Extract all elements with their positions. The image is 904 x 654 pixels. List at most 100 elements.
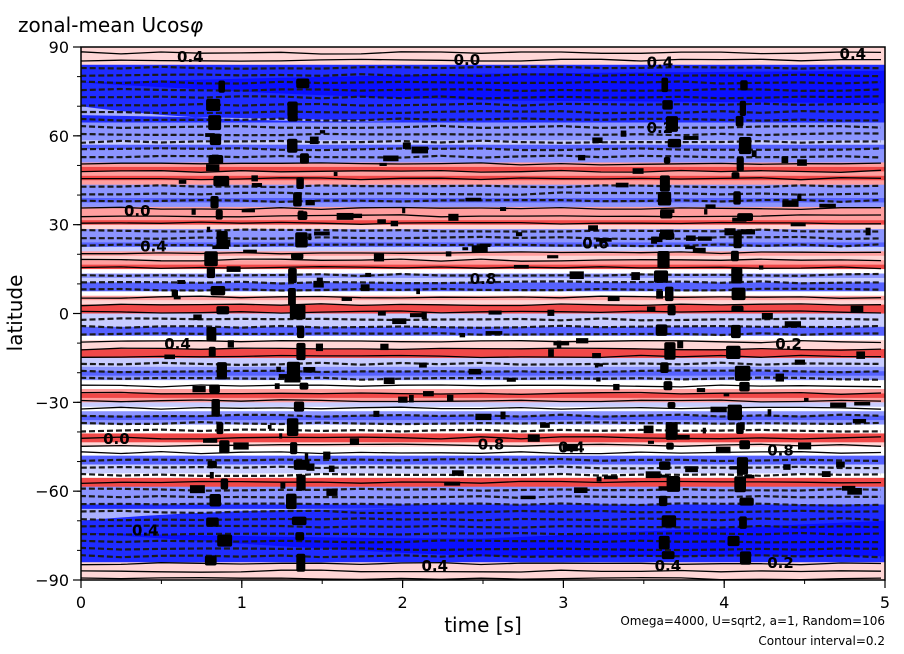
contour-label: 0.4 bbox=[132, 522, 159, 540]
burst-block bbox=[296, 474, 306, 491]
x-tick-label: 5 bbox=[880, 593, 890, 612]
burst-block bbox=[661, 551, 675, 560]
burst-dash bbox=[409, 313, 424, 318]
shaded-band bbox=[81, 535, 885, 541]
contour-line bbox=[81, 206, 881, 211]
burst-block bbox=[206, 327, 217, 342]
burst-dash bbox=[365, 272, 372, 277]
shaded-band bbox=[81, 491, 885, 497]
burst-block bbox=[739, 551, 752, 565]
burst-dash bbox=[500, 207, 507, 211]
burst-dash bbox=[315, 343, 324, 352]
contour-label: 0.4 bbox=[164, 335, 191, 353]
shaded-band bbox=[81, 260, 885, 266]
shaded-band bbox=[81, 171, 885, 177]
burst-block bbox=[288, 268, 297, 284]
burst-dash bbox=[349, 438, 360, 445]
burst-block bbox=[291, 253, 304, 260]
contour-line bbox=[81, 531, 882, 536]
burst-block bbox=[295, 532, 305, 541]
burst-dash bbox=[278, 374, 289, 379]
burst-dash bbox=[592, 137, 603, 144]
shaded-band bbox=[81, 500, 885, 506]
burst-dash bbox=[305, 199, 315, 206]
burst-dash bbox=[620, 130, 627, 137]
burst-dash bbox=[444, 481, 461, 486]
burst-block bbox=[288, 288, 296, 306]
shaded-band bbox=[81, 464, 885, 470]
shaded-band bbox=[81, 269, 885, 275]
y-axis: 90 60 30 0 −30 −60 −90 bbox=[35, 38, 81, 590]
shaded-band bbox=[81, 273, 885, 279]
shaded-band bbox=[81, 206, 885, 212]
contour-line bbox=[81, 465, 882, 470]
shaded-band bbox=[81, 291, 885, 297]
x-tick-label: 4 bbox=[719, 593, 729, 612]
burst-dash bbox=[797, 159, 807, 166]
burst-block bbox=[667, 402, 676, 409]
burst-block bbox=[736, 457, 749, 475]
shaded-band bbox=[81, 526, 885, 532]
burst-dash bbox=[751, 150, 757, 158]
y-tick-label: 30 bbox=[49, 216, 69, 235]
south-jet-fringe bbox=[81, 508, 403, 521]
burst-dash bbox=[392, 318, 407, 325]
burst-dash bbox=[569, 271, 584, 280]
burst-dash bbox=[632, 168, 644, 174]
contour-labels: 0.4 0.0 0.4 0.4 0.2 0.0 0.4 0.6 0.8 0.4 0.2 0.0 0.8 0… bbox=[103, 47, 866, 575]
shaded-band bbox=[81, 282, 885, 288]
shaded-band bbox=[81, 126, 885, 132]
contour-label: 0.4 bbox=[177, 48, 204, 66]
burst-block bbox=[206, 266, 216, 279]
shaded-band bbox=[81, 362, 885, 368]
burst-block bbox=[655, 324, 668, 336]
shaded-band bbox=[81, 55, 885, 61]
shaded-band bbox=[81, 237, 885, 244]
contour-line bbox=[81, 65, 882, 70]
shaded-band bbox=[81, 51, 885, 57]
burst-dash bbox=[723, 393, 730, 397]
parameter-note: Omega=4000, U=sqrt2, a=1, Random=106 bbox=[620, 614, 885, 628]
burst-block bbox=[666, 475, 681, 492]
shaded-band bbox=[81, 495, 885, 501]
burst-block bbox=[290, 442, 298, 455]
burst-dash bbox=[341, 296, 352, 301]
burst-dash bbox=[500, 411, 506, 420]
burst-dash bbox=[710, 406, 727, 413]
shaded-band bbox=[81, 109, 885, 115]
shaded-band bbox=[81, 131, 885, 137]
burst-dash bbox=[547, 255, 559, 259]
burst-dash bbox=[604, 475, 618, 480]
burst-dash bbox=[226, 266, 241, 272]
burst-dash bbox=[515, 232, 523, 237]
burst-dash bbox=[223, 239, 231, 247]
burst-dash bbox=[447, 394, 454, 401]
contour-line bbox=[81, 251, 882, 255]
burst-block bbox=[734, 476, 747, 493]
shaded-band bbox=[81, 344, 885, 350]
shaded-band bbox=[81, 428, 885, 435]
burst-dash bbox=[697, 236, 712, 241]
shaded-band bbox=[81, 198, 885, 204]
shaded-band bbox=[81, 184, 885, 190]
burst-block bbox=[219, 440, 230, 454]
y-tick-label: −30 bbox=[35, 393, 69, 412]
burst-dash bbox=[212, 201, 218, 207]
burst-dash bbox=[613, 383, 620, 391]
burst-block bbox=[216, 422, 224, 435]
burst-block bbox=[220, 478, 229, 490]
burst-block bbox=[730, 250, 739, 262]
contour-line bbox=[81, 73, 882, 78]
burst-dash bbox=[704, 209, 708, 215]
shaded-band bbox=[81, 202, 885, 208]
shaded-band bbox=[81, 508, 885, 514]
burst-dash bbox=[527, 434, 540, 442]
burst-dash bbox=[445, 251, 452, 257]
burst-block bbox=[663, 156, 671, 164]
burst-block bbox=[296, 553, 306, 572]
shaded-band bbox=[81, 375, 885, 381]
contour-line bbox=[81, 95, 882, 100]
burst-block bbox=[204, 251, 218, 267]
burst-dash bbox=[308, 233, 312, 241]
burst-block bbox=[664, 342, 676, 360]
